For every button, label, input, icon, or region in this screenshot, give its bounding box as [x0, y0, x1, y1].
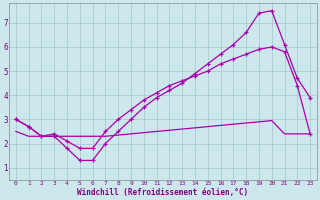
X-axis label: Windchill (Refroidissement éolien,°C): Windchill (Refroidissement éolien,°C) [77, 188, 249, 197]
